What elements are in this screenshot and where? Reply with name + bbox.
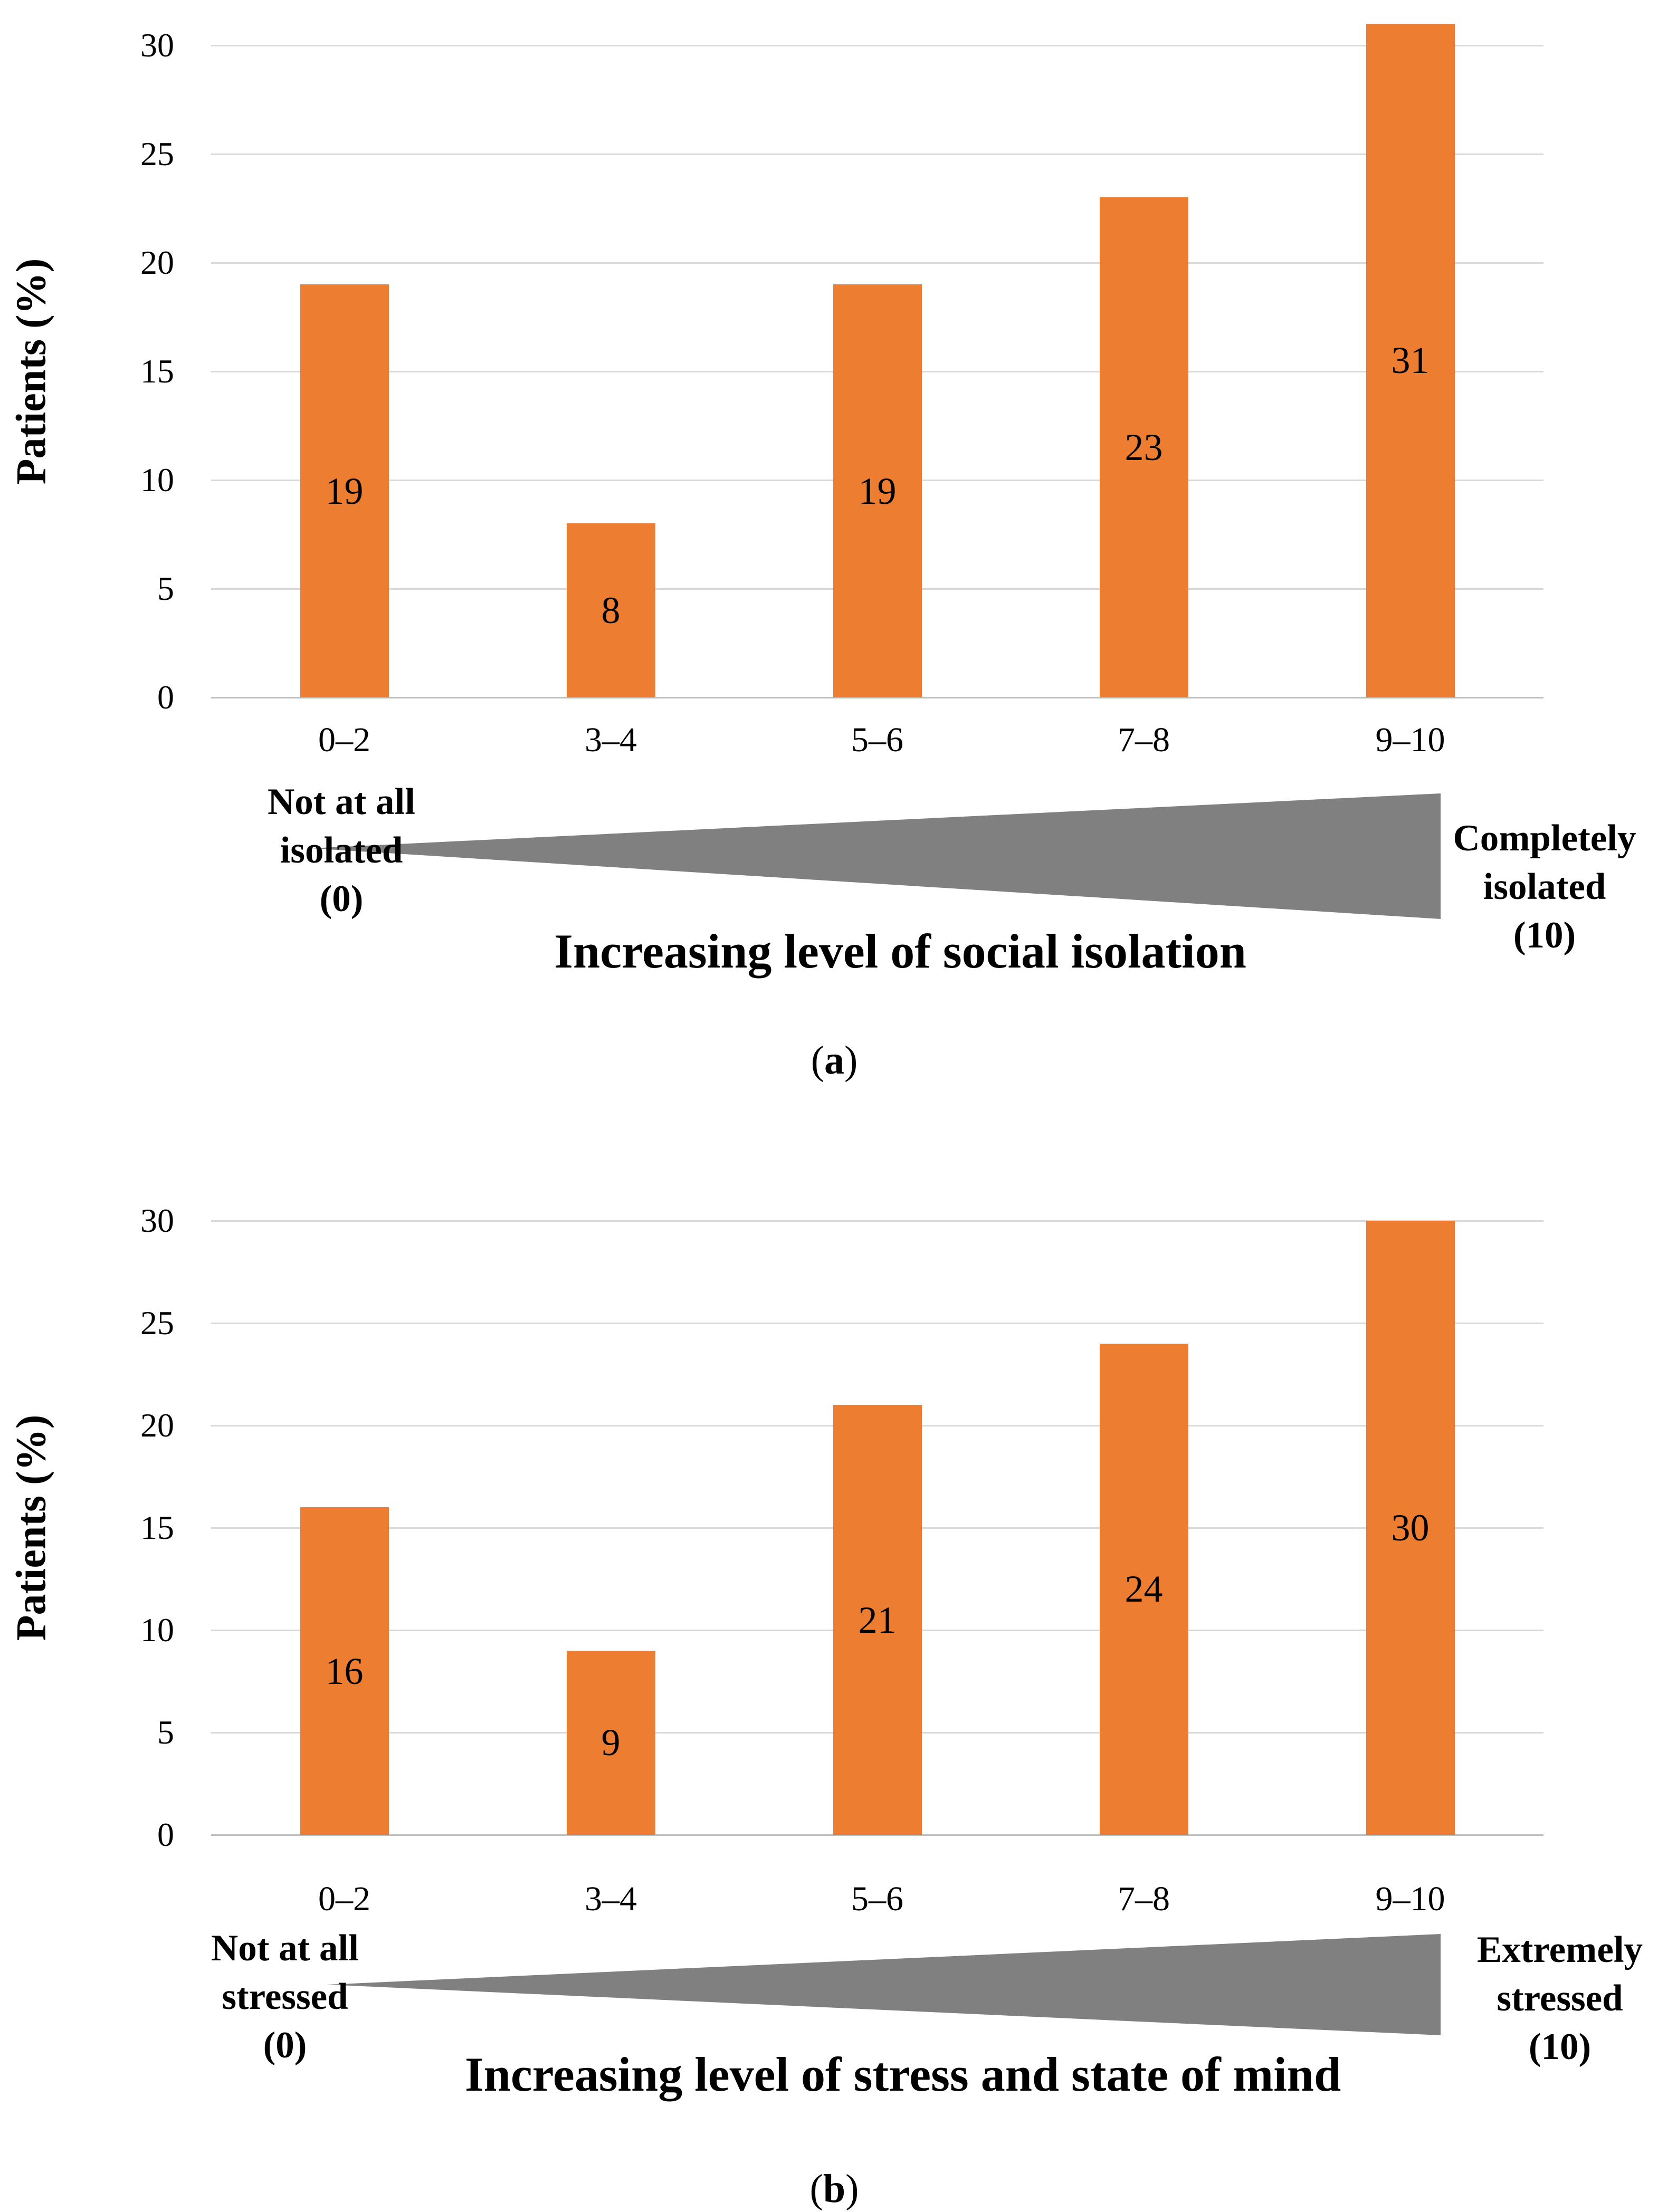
gridline (211, 44, 1543, 46)
bar (1366, 23, 1455, 697)
y-tick-label: 0 (157, 678, 174, 716)
gridline (211, 153, 1543, 155)
wedge-right-label-line: (10) (1528, 2026, 1592, 2067)
gridline (211, 1322, 1543, 1324)
caption-letter: b (823, 2167, 846, 2211)
bar-value-label: 21 (858, 1598, 897, 1641)
y-tick-label: 15 (140, 1509, 174, 1546)
x-tick-label: 7–8 (1118, 721, 1170, 759)
wedge-left-label-line: (0) (263, 2025, 307, 2066)
panel-caption: (a) (811, 1040, 858, 1080)
caption-close-paren: ) (845, 2167, 859, 2211)
y-tick-label: 20 (140, 1406, 174, 1444)
bar (300, 1507, 389, 1835)
x-tick-label: 9–10 (1375, 1880, 1445, 1918)
caption-letter: a (824, 1038, 844, 1083)
x-tick-label: 0–2 (318, 721, 370, 759)
bar-value-label: 16 (325, 1650, 364, 1692)
scale-wedge (327, 1934, 1441, 2035)
y-tick-label: 5 (157, 1713, 174, 1751)
scale-wedge (311, 793, 1441, 919)
y-tick-label: 5 (157, 570, 174, 607)
x-tick-label: 0–2 (318, 1880, 370, 1918)
gridline (211, 262, 1543, 264)
wedge-left-label-line: isolated (280, 830, 403, 871)
bar-value-label: 24 (1125, 1568, 1163, 1611)
bar (1366, 1221, 1455, 1835)
bar-value-label: 9 (601, 1721, 621, 1764)
y-tick-label: 25 (140, 135, 174, 173)
y-tick-label: 10 (140, 1611, 174, 1649)
wedge-left-label-line: Not at all (211, 1928, 359, 1969)
wedge-left-label-line: stressed (222, 1976, 348, 2017)
bar (833, 284, 922, 697)
x-tick-label: 5–6 (851, 1880, 903, 1918)
bar-value-label: 19 (858, 470, 897, 512)
y-tick-label: 0 (157, 1816, 174, 1853)
bar (833, 1405, 922, 1835)
bar (300, 284, 389, 697)
wedge-right-label-line: (10) (1513, 915, 1576, 956)
x-axis-line (211, 696, 1543, 698)
y-tick-label: 30 (140, 26, 174, 64)
y-tick-label: 15 (140, 352, 174, 390)
caption-open-paren: ( (809, 2167, 823, 2211)
x-axis-title: Increasing level of social isolation (554, 924, 1246, 978)
wedge-right-label: Completely isolated (10) (1453, 814, 1636, 960)
y-tick-label: 25 (140, 1304, 174, 1342)
y-tick-label: 20 (140, 244, 174, 281)
wedge-right-label-line: Extremely (1476, 1929, 1643, 1970)
wedge-right-label: Extremely stressed (10) (1477, 1926, 1643, 2071)
bar (566, 523, 655, 697)
bar (1099, 1343, 1188, 1835)
bar (1099, 197, 1188, 697)
y-tick-label: 30 (140, 1202, 174, 1239)
y-tick-label: 10 (140, 461, 174, 499)
wedge-right-label-line: isolated (1483, 866, 1606, 907)
x-axis-title: Increasing level of stress and state of … (464, 2047, 1341, 2101)
x-tick-label: 5–6 (851, 721, 903, 759)
bar-value-label: 30 (1391, 1507, 1430, 1549)
x-tick-label: 3–4 (585, 1880, 637, 1918)
caption-open-paren: ( (811, 1038, 824, 1083)
bar-value-label: 19 (325, 470, 364, 512)
x-tick-label: 7–8 (1118, 1880, 1170, 1918)
bar-value-label: 31 (1391, 339, 1430, 382)
panel-caption: (b) (810, 2169, 859, 2209)
x-tick-label: 3–4 (585, 721, 637, 759)
wedge-left-label: Not at all stressed (0) (211, 1924, 359, 2070)
bar-value-label: 8 (601, 589, 621, 632)
wedge-left-label-line: (0) (319, 878, 364, 920)
x-axis-line (211, 1834, 1543, 1836)
x-tick-label: 9–10 (1375, 721, 1445, 759)
gridline (211, 1220, 1543, 1222)
caption-close-paren: ) (844, 1038, 858, 1083)
wedge-left-label-line: Not at all (267, 781, 416, 822)
wedge-right-label-line: Completely (1453, 818, 1636, 859)
wedge-left-label: Not at all isolated (0) (268, 778, 415, 923)
wedge-right-label-line: stressed (1497, 1978, 1623, 2019)
bar-value-label: 23 (1125, 426, 1163, 469)
bar (566, 1650, 655, 1835)
